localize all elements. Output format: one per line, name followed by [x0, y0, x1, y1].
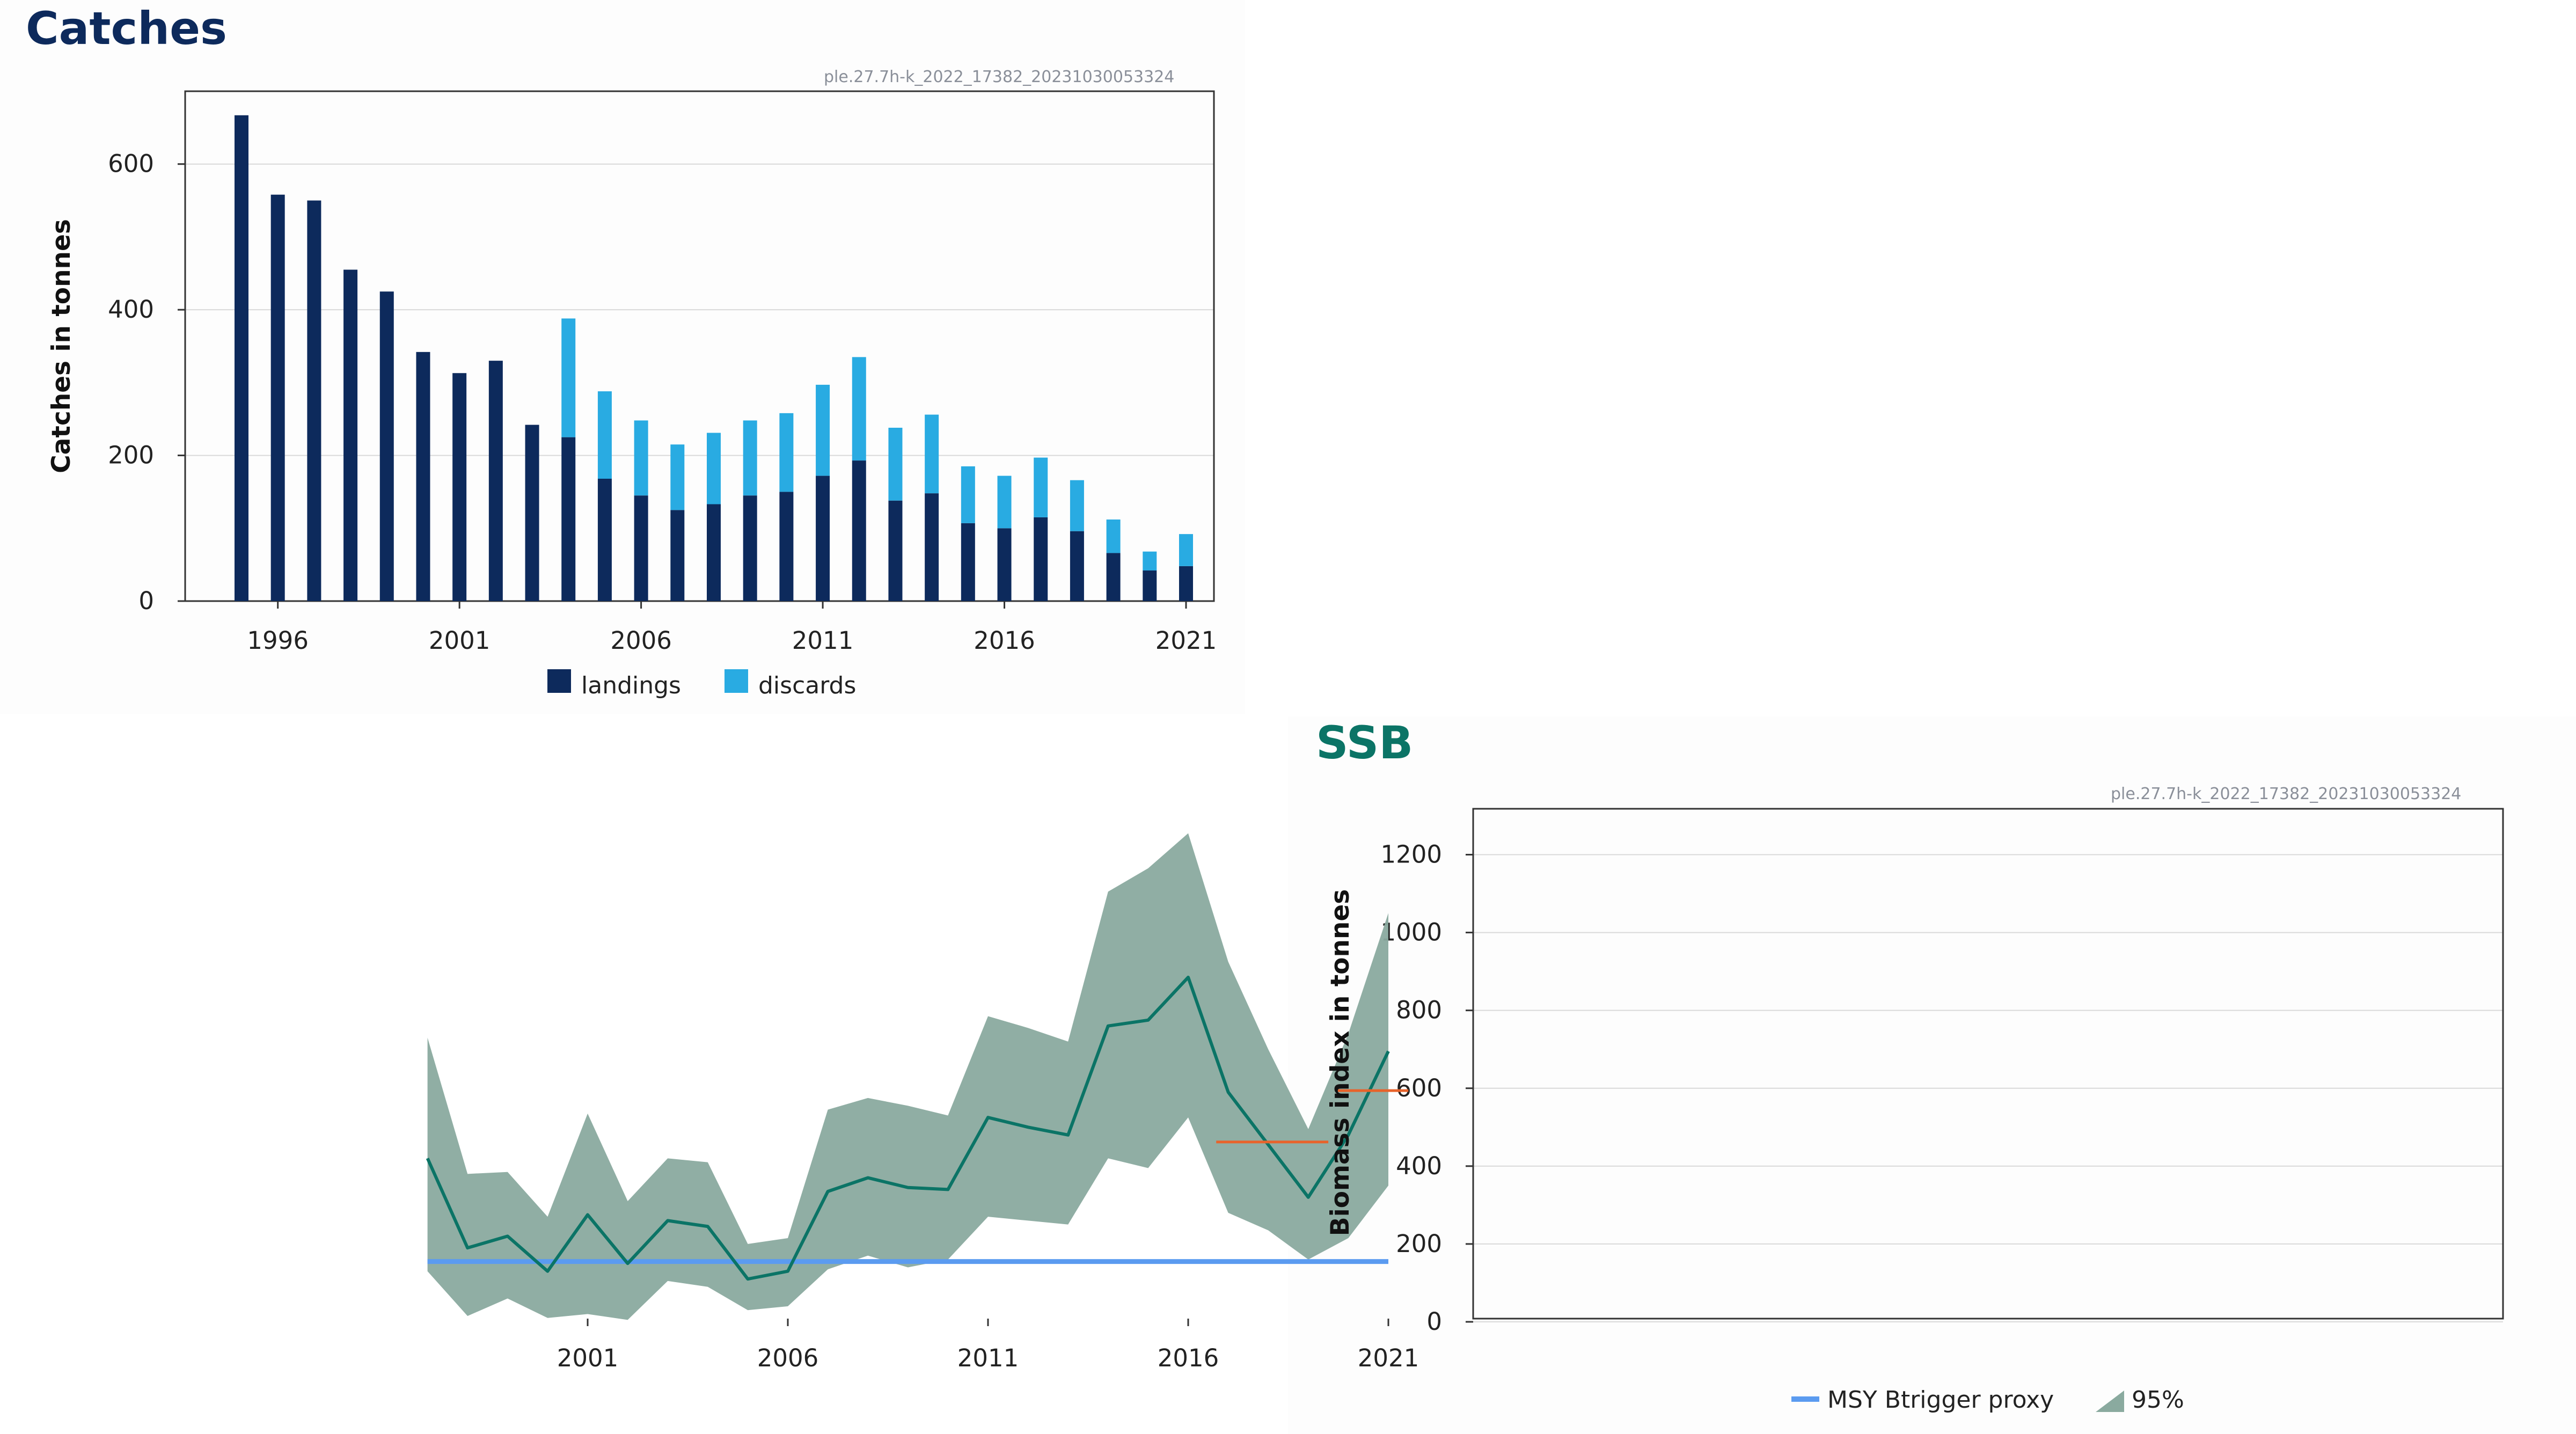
x-tick-label: 2011 — [792, 626, 854, 655]
source-note: ple.27.7h-k_2022_17382_20231030053324 — [2111, 785, 2462, 803]
y-tick-label: 0 — [1426, 1307, 1442, 1336]
bar-discards — [561, 318, 576, 437]
bar-discards — [961, 466, 975, 523]
x-tick-label: 2021 — [1155, 626, 1217, 655]
bar-landings — [416, 352, 430, 601]
y-tick-label: 200 — [1396, 1230, 1442, 1258]
legend-label: 95% — [2132, 1386, 2184, 1414]
chart-title: SSB — [1316, 716, 1414, 769]
bar-landings — [743, 495, 757, 601]
bar-discards — [1070, 480, 1084, 531]
bar-landings — [561, 437, 576, 601]
bar-discards — [888, 428, 903, 501]
catches-panel: Catches ple.27.7h-k_2022_17382_202310300… — [0, 0, 1245, 714]
bar-discards — [1179, 534, 1193, 566]
bar-landings — [307, 200, 321, 602]
y-tick-label: 800 — [1396, 996, 1442, 1025]
bar-discards — [1034, 457, 1048, 517]
y-axis-label: Biomass index in tonnes — [1326, 889, 1355, 1236]
bar-discards — [597, 391, 612, 479]
bar-landings — [235, 115, 248, 602]
source-note: ple.27.7h-k_2022_17382_20231030053324 — [824, 68, 1175, 86]
y-tick-label: 600 — [108, 150, 154, 178]
y-tick-label: 1000 — [1380, 918, 1442, 947]
x-tick-label: 2016 — [1158, 1344, 1219, 1372]
bar-landings — [707, 504, 721, 601]
y-tick-label: 1200 — [1380, 840, 1442, 869]
bar-landings — [670, 510, 685, 601]
x-tick-label: 1996 — [247, 626, 309, 655]
bar-landings — [525, 425, 539, 601]
y-tick-label: 0 — [138, 587, 154, 615]
bar-landings — [379, 291, 394, 601]
plot-frame — [184, 90, 1215, 602]
bar-landings — [1106, 553, 1121, 601]
legend-label: MSY Btrigger proxy — [1827, 1386, 2054, 1414]
plot-frame — [1472, 808, 2504, 1320]
y-tick-label: 200 — [108, 441, 154, 470]
legend-label: landings — [581, 672, 681, 699]
bar-discards — [634, 420, 648, 496]
bar-landings — [779, 492, 794, 601]
legend-swatch-95-band — [2096, 1391, 2124, 1412]
bar-landings — [343, 269, 358, 601]
y-tick-label: 400 — [108, 295, 154, 324]
confidence-band-95 — [427, 833, 1388, 1320]
bar-discards — [852, 357, 866, 461]
bar-landings — [1070, 531, 1084, 601]
y-tick-label: 400 — [1396, 1152, 1442, 1180]
bar-landings — [270, 194, 285, 601]
legend-label: discards — [758, 672, 856, 699]
bar-landings — [452, 373, 467, 601]
catches-chart: 0 200 400 600 1996 2001 2006 2011 2016 2021 Catche… — [47, 90, 1217, 699]
bar-discards — [743, 420, 757, 496]
bar-discards — [1143, 551, 1157, 570]
bar-discards — [816, 384, 830, 476]
ssb-line — [426, 976, 1390, 1281]
bar-landings — [816, 475, 830, 601]
bar-landings — [597, 479, 612, 601]
bar-discards — [670, 444, 685, 510]
bar-landings — [634, 495, 648, 601]
y-axis-label: Catches in tonnes — [47, 219, 76, 473]
bar-landings — [488, 361, 503, 601]
x-tick-label: 2006 — [757, 1344, 819, 1372]
bar-landings — [1143, 570, 1157, 601]
bar-discards — [997, 475, 1012, 529]
legend-swatch-landings — [547, 669, 571, 693]
bar-landings — [925, 493, 939, 601]
x-tick-label: 2016 — [974, 626, 1035, 655]
x-tick-label: 2006 — [610, 626, 672, 655]
x-tick-label: 2021 — [1358, 1344, 1419, 1372]
x-tick-label: 2001 — [557, 1344, 619, 1372]
bar-landings — [961, 523, 975, 601]
x-tick-label: 2001 — [429, 626, 491, 655]
bar-landings — [1034, 517, 1048, 601]
bar-discards — [707, 433, 721, 504]
ssb-chart: 0 200 400 600 800 1000 1200 2001 2006 2011 2016 202… — [426, 808, 2504, 1414]
y-tick-label: 600 — [1396, 1074, 1442, 1102]
bar-landings — [997, 528, 1012, 601]
bar-landings — [1179, 566, 1193, 601]
ssb-panel: SSB ple.27.7h-k_2022_17382_2023103005332… — [426, 716, 2576, 1434]
bar-discards — [779, 413, 794, 492]
x-tick-label: 2011 — [957, 1344, 1019, 1372]
chart-title: Catches — [26, 2, 228, 55]
legend-swatch-discards — [724, 669, 748, 693]
bar-discards — [1106, 520, 1121, 553]
bar-landings — [888, 500, 903, 601]
bar-landings — [852, 460, 866, 601]
bar-discards — [925, 414, 939, 494]
